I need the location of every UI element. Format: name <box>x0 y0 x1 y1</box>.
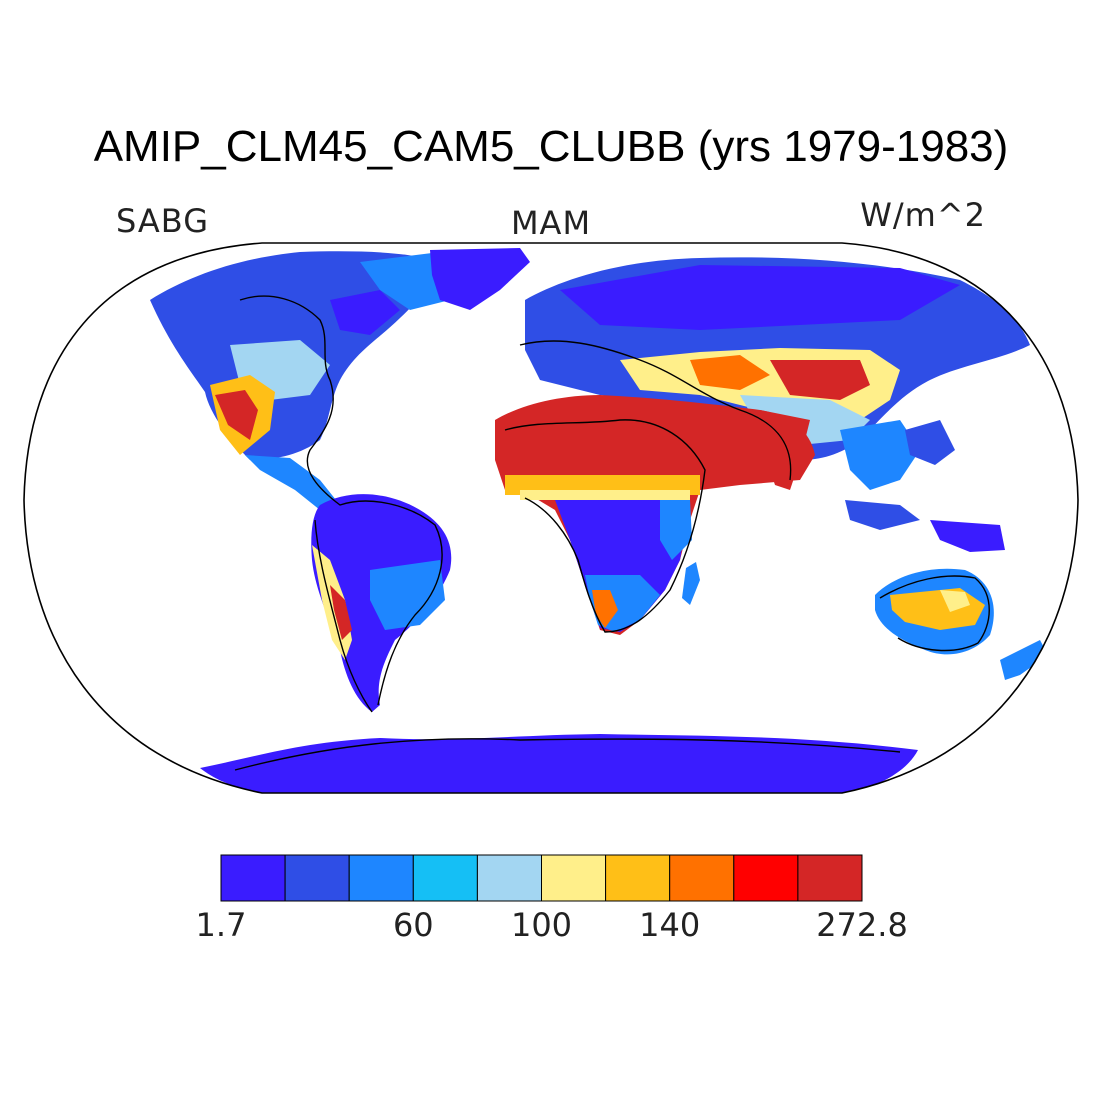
colorbar-swatch <box>797 854 863 902</box>
units-label: W/m^2 <box>860 196 986 234</box>
coastlines <box>234 295 990 771</box>
colorbar-swatch <box>220 854 286 902</box>
colorbar-tick-label: 60 <box>392 906 434 944</box>
season-label: MAM <box>510 204 592 242</box>
colorbar-swatch <box>412 854 478 902</box>
colorbar-tick-label: 272.8 <box>816 906 908 944</box>
greenland <box>430 248 530 310</box>
colorbar-swatch <box>541 854 607 902</box>
colorbar-swatch <box>284 854 350 902</box>
colorbar-tick-label: 100 <box>510 906 573 944</box>
colorbar-swatch <box>476 854 542 902</box>
colorbar-swatch <box>348 854 414 902</box>
colorbar-swatch <box>733 854 799 902</box>
colorbar-swatch <box>605 854 671 902</box>
variable-label: SABG <box>116 202 209 240</box>
colorbar-tick-label: 1.7 <box>195 906 247 944</box>
colorbar-tick-label: 140 <box>639 906 701 944</box>
land-fill-layer <box>150 248 1048 793</box>
colorbar-swatch <box>669 854 735 902</box>
globe-outline <box>23 242 1079 794</box>
antarctica <box>200 734 918 793</box>
map-title: AMIP_CLM45_CAM5_CLUBB (yrs 1979-1983) <box>93 122 1009 171</box>
colorbar <box>220 854 863 902</box>
